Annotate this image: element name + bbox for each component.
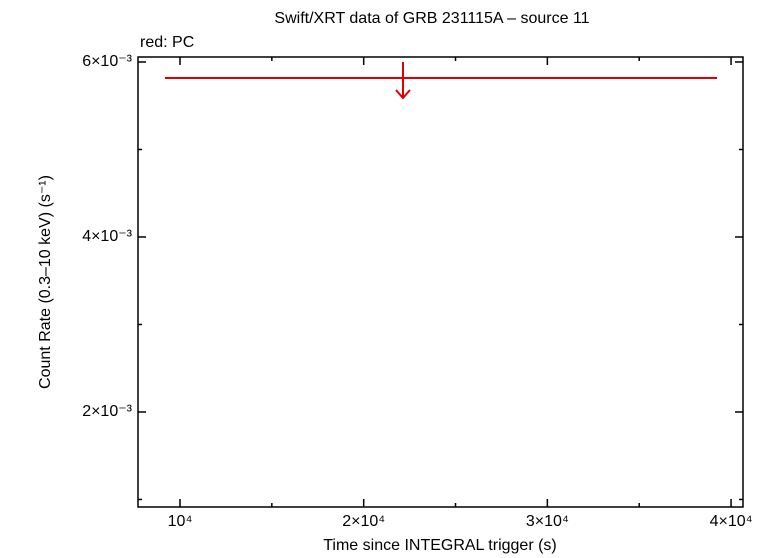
x-tick-label: 10⁴: [168, 513, 193, 530]
y-tick-label: 6×10⁻³: [82, 53, 132, 70]
x-tick-label: 3×10⁴: [526, 513, 569, 530]
y-tick-label: 4×10⁻³: [82, 228, 132, 245]
x-tick-label: 4×10⁴: [710, 513, 753, 530]
y-axis-label: Count Rate (0.3–10 keV) (s⁻¹): [37, 175, 54, 389]
legend: red: PC: [140, 34, 194, 51]
x-axis-label: Time since INTEGRAL trigger (s): [323, 537, 557, 554]
x-tick-label: 2×10⁴: [342, 513, 385, 530]
plot-frame: [137, 56, 744, 508]
chart-title: Swift/XRT data of GRB 231115A – source 1…: [274, 10, 589, 27]
y-tick-label: 2×10⁻³: [82, 403, 132, 420]
upper-limit-arrow: [395, 61, 411, 100]
